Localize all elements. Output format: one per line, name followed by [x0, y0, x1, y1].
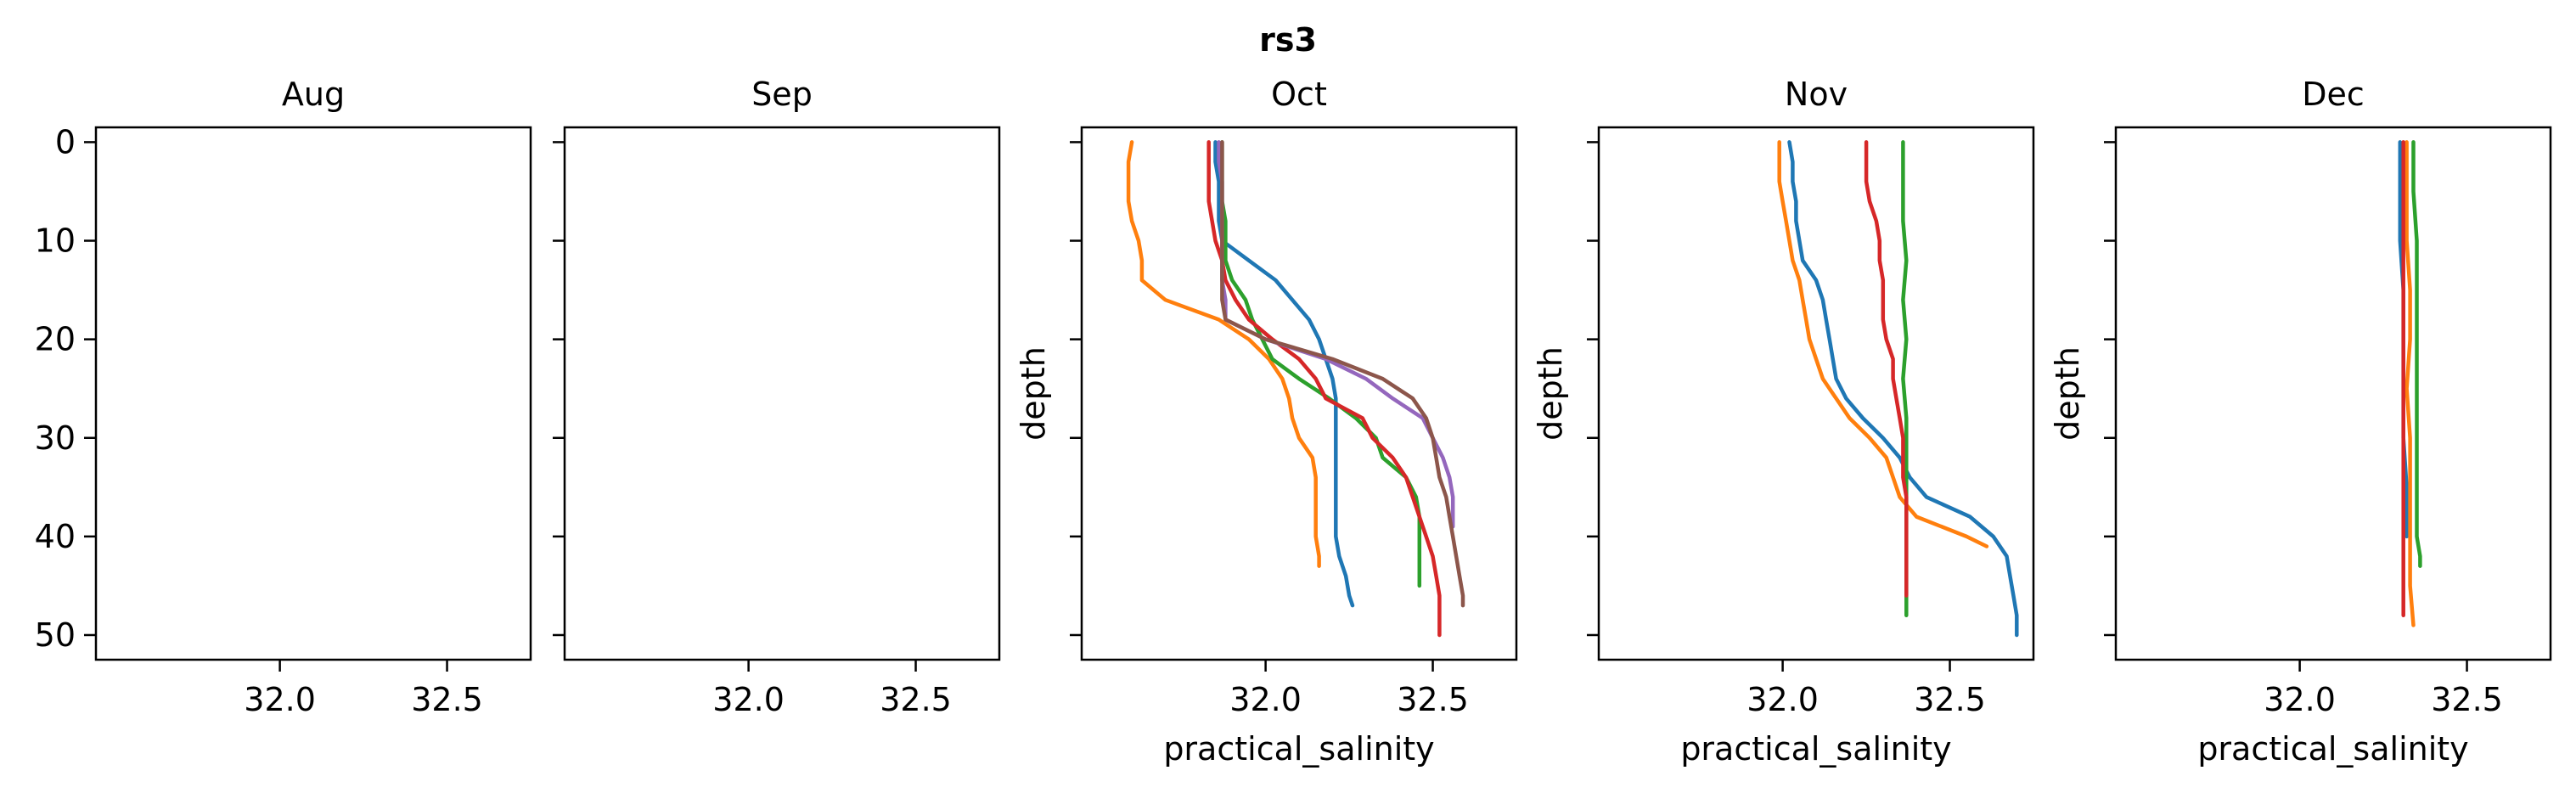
subplot-title: Sep: [751, 76, 813, 113]
series-line-nov-4: [1864, 140, 1909, 598]
x-tick-label: 32.5: [880, 681, 952, 718]
series-line-dec-3: [2411, 140, 2422, 568]
series-line-oct-4: [1206, 140, 1442, 638]
series-line-oct-6: [1220, 140, 1465, 608]
x-tick-label: 32.0: [1746, 681, 1819, 718]
y-tick-label: 40: [35, 518, 76, 555]
y-tick-label: 50: [35, 616, 76, 654]
series-line-oct-3: [1220, 140, 1422, 588]
y-axis-label: depth: [2049, 346, 2086, 441]
x-tick-label: 32.0: [1229, 681, 1302, 718]
plot-frame: [1597, 126, 2035, 661]
series-line-nov-2: [1777, 140, 1989, 548]
y-tick-label: 30: [35, 419, 76, 457]
plot-frame: [94, 126, 532, 661]
y-tick-label: 10: [35, 222, 76, 260]
plot-frame: [1080, 126, 1518, 661]
x-tick-label: 32.5: [1397, 681, 1469, 718]
subplot-title: Dec: [2302, 76, 2365, 113]
series-line-dec-2: [2404, 140, 2416, 627]
y-tick-label: 0: [55, 123, 76, 160]
y-tick-label: 20: [35, 321, 76, 358]
subplot-aug: Aug 0 10 20 30 40 50 32.0 32.5: [35, 76, 532, 718]
x-tick-label: 32.5: [2431, 681, 2503, 718]
series-line-oct-1: [1213, 140, 1355, 608]
x-tick-label: 32.5: [1914, 681, 1986, 718]
subplot-title: Aug: [282, 76, 345, 113]
plot-frame: [2114, 126, 2552, 661]
subplot-grid: Aug 0 10 20 30 40 50 32.0 32.5 Sep 32.0 32.5 Oct 32.0…: [35, 76, 2552, 768]
subplot-title: Oct: [1271, 76, 1327, 113]
figure-title: rs3: [1259, 21, 1317, 59]
x-axis-label: practical_salinity: [2197, 730, 2468, 768]
x-tick-label: 32.5: [411, 681, 483, 718]
subplot-title: Nov: [1785, 76, 1848, 113]
subplot-dec: Dec 32.0 32.5 practical_salinity depth: [2049, 76, 2552, 768]
series-line-oct-2: [1126, 140, 1321, 568]
series-line-nov-1: [1787, 140, 2019, 638]
x-axis-label: practical_salinity: [1680, 730, 1951, 768]
x-tick-label: 32.0: [244, 681, 316, 718]
plot-frame: [563, 126, 1001, 661]
x-axis-label: practical_salinity: [1163, 730, 1434, 768]
x-tick-label: 32.0: [712, 681, 785, 718]
x-tick-label: 32.0: [2264, 681, 2336, 718]
y-axis-label: depth: [1015, 346, 1052, 441]
y-axis-label: depth: [1532, 346, 1569, 441]
subplot-nov: Nov 32.0 32.5 practical_salinity depth: [1532, 76, 2035, 768]
subplot-sep: Sep 32.0 32.5: [553, 76, 1001, 718]
subplot-oct: Oct 32.0 32.5 practical_salinity depth: [1015, 76, 1518, 768]
